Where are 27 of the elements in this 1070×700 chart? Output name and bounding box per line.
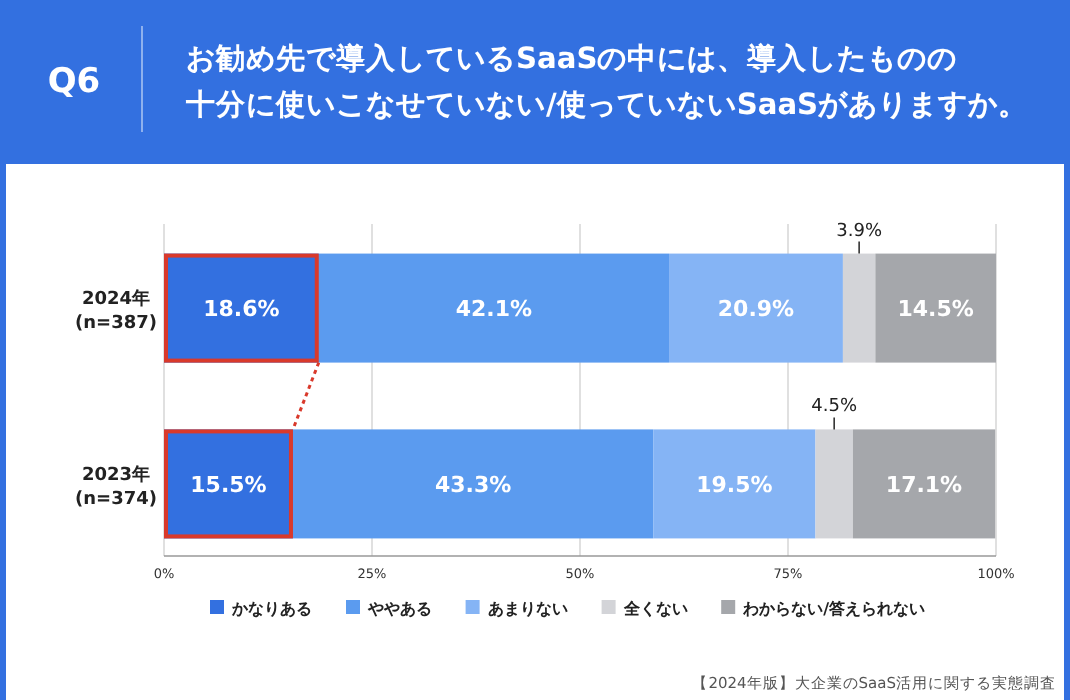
data-label: 17.1% [885, 471, 963, 498]
legend-label: 全くない [621, 600, 688, 618]
data-label: 19.5% [696, 471, 773, 498]
bar [653, 429, 816, 539]
legend-label: かなりある [230, 600, 312, 618]
data-label: 14.5% [897, 296, 974, 323]
y-tick-label: 2023年 (n=374) [75, 463, 157, 510]
bar [318, 253, 670, 363]
data-label: 15.5% [190, 471, 267, 498]
text: Q6 [47, 62, 101, 102]
bar [669, 253, 843, 363]
legend-label: あまりない [487, 600, 568, 618]
chart-title: お勧め先で導入しているSaaSの中には、導入したものの十分に使いこなせていない/使っていないSaaSがありますか。 [184, 40, 1029, 122]
legend-label: わからない/答えられない [741, 600, 926, 618]
y-tick-label: 2024年 (n=387) [75, 288, 157, 335]
data-label: 42.1% [455, 296, 533, 323]
bar [842, 253, 876, 363]
bar [852, 429, 996, 539]
bar [815, 429, 853, 539]
data-label: 20.9% [717, 296, 795, 323]
data-label: 4.5% [811, 397, 858, 418]
legend-label: ややある [366, 600, 432, 618]
data-label: 18.6% [203, 296, 280, 323]
bar [292, 429, 654, 539]
data-label: 3.9% [836, 221, 883, 242]
data-label: 43.3% [434, 471, 512, 498]
bar [875, 253, 996, 363]
